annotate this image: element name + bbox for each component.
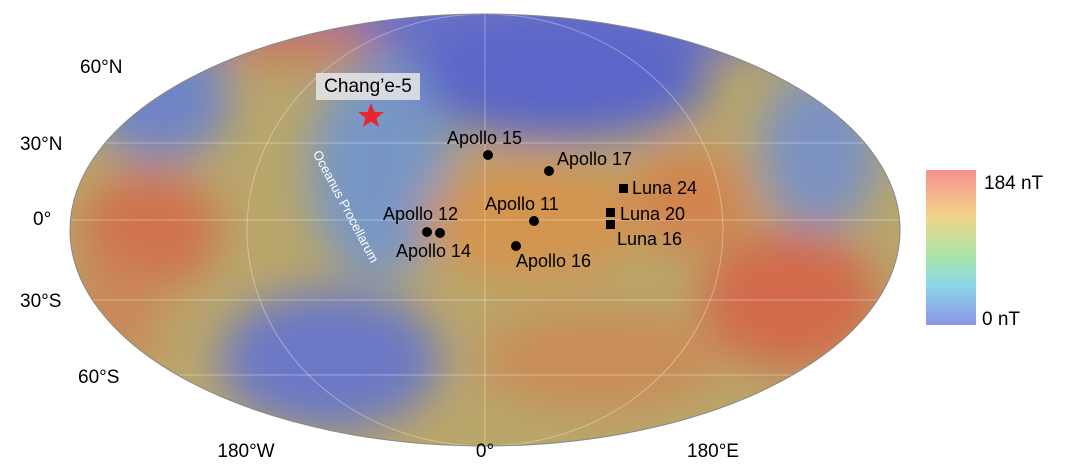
colorbar-min-label: 0 nT [982,309,1020,330]
lon-label: 0° [476,441,494,462]
site-marker [606,208,615,217]
lat-label: 30°S [20,291,61,312]
landing-site-label: Chang’e-5 [324,76,412,97]
colorbar [926,170,976,325]
star-marker [358,103,384,127]
site-label: Luna 16 [617,229,682,249]
magnetic-map [70,14,900,446]
site-label: Apollo 15 [447,128,522,148]
site-marker [483,150,493,160]
label-box [316,73,420,100]
lon-label: 180°W [217,441,274,462]
map-outline [69,13,901,447]
lat-label: 60°N [80,57,122,78]
site-marker [606,220,615,229]
lat-label: 0° [33,209,51,230]
site-label: Apollo 12 [383,204,458,224]
site-label: Luna 24 [632,178,697,198]
lat-label: 30°N [20,134,62,155]
site-marker [511,241,521,251]
lon-label: 180°E [687,441,739,462]
sites: Apollo 15 Apollo 17 Luna 24 Apollo 11 Ap… [383,128,697,271]
site-marker [529,216,539,226]
site-label: Luna 20 [620,204,685,224]
site-marker [422,227,432,237]
site-label: Apollo 16 [516,251,591,271]
site-marker [544,166,554,176]
site-label: Apollo 11 [485,194,559,214]
lat-label: 60°S [78,367,119,388]
site-label: Apollo 14 [396,241,471,261]
site-label: Apollo 17 [557,149,632,169]
site-marker [619,184,628,193]
colorbar-max-label: 184 nT [984,173,1044,194]
site-marker [435,228,445,238]
